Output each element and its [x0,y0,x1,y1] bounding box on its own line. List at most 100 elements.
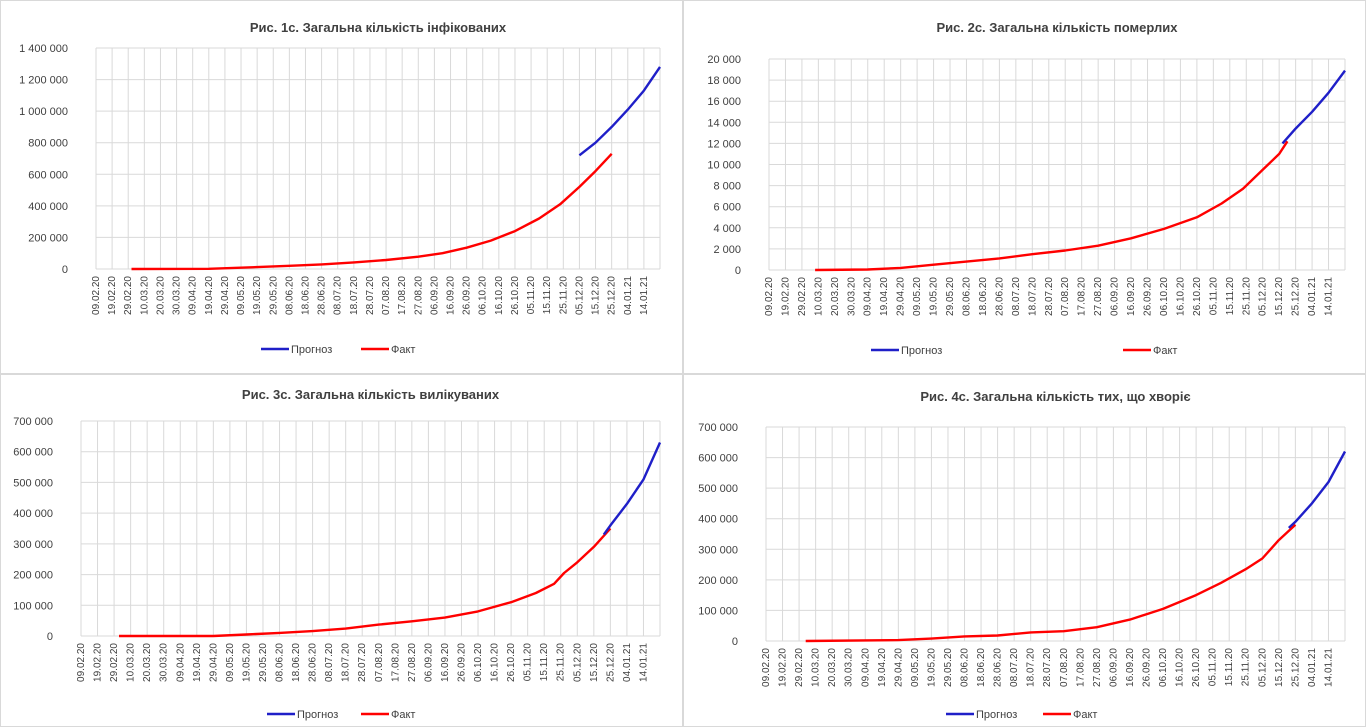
x-tick-label: 29.05.20 [943,648,954,687]
legend-fact-label: Факт [391,344,415,356]
chart-panel-2: Рис. 2с. Загальна кількість померлих 0 2 0… [683,0,1366,374]
x-tick-label: 25.11.20 [556,643,567,682]
y-tick-label: 500 000 [698,483,738,495]
x-tick-label: 19.04.20 [877,648,888,687]
x-tick-label: 25.12.20 [607,276,618,315]
y-tick-label: 10 000 [707,160,741,172]
x-tick-label: 08.07.20 [324,643,335,682]
x-tick-label: 18.07.20 [349,276,360,315]
legend-forecast-label: Прогноз [297,709,338,721]
x-tick-label: 04.01.21 [622,643,633,682]
x-tick-label: 09.04.20 [188,276,199,315]
x-tick-label: 07.08.20 [374,643,385,682]
chart-3: Рис. 3с. Загальна кількість вилікуваних 0… [13,387,662,721]
x-tick-label: 16.10.20 [1175,277,1186,316]
y-tick-label: 400 000 [13,508,53,520]
x-tick-label: 28.06.20 [993,648,1004,687]
chart-2: Рис. 2с. Загальна кількість померлих 0 2 0… [707,20,1346,357]
x-tick-label: 20.03.20 [827,648,838,687]
x-tick-label: 26.10.20 [1191,648,1202,687]
x-tick-label: 19.04.20 [204,276,215,315]
x-tick-label: 06.09.20 [1108,648,1119,687]
x-tick-label: 30.03.20 [172,276,183,315]
legend-forecast-label: Прогноз [291,344,332,356]
x-tick-label: 06.10.20 [1158,648,1169,687]
x-tick-label: 05.12.20 [1257,648,1268,687]
x-tick-label: 09.05.20 [910,648,921,687]
fact-line [131,152,613,271]
y-tick-label: 0 [47,631,53,643]
legend-fact-label: Факт [391,709,415,721]
y-tick-label: 14 000 [707,117,741,129]
y-tick-label: 200 000 [698,575,738,587]
x-tick-label: 27.08.20 [413,276,424,315]
x-tick-label: 18.06.20 [291,643,302,682]
x-tick-label: 15.11.20 [1225,277,1236,316]
x-tick-label: 26.09.20 [1143,277,1154,316]
x-tick-label: 20.03.20 [142,643,153,682]
x-tick-label: 05.11.20 [526,276,537,315]
y-tick-label: 300 000 [13,539,53,551]
legend-forecast-label: Прогноз [976,709,1017,721]
x-tick-label: 16.10.20 [494,276,505,315]
x-tick-label: 05.11.20 [1208,277,1219,316]
y-tick-label: 2 000 [713,244,741,256]
x-tick-label: 30.03.20 [844,648,855,687]
fact-line [815,140,1289,272]
x-tick-label: 29.04.20 [220,276,231,315]
x-tick-label: 27.08.20 [1092,648,1103,687]
x-tick-label: 09.05.20 [912,277,923,316]
x-tick-label: 10.03.20 [126,643,137,682]
forecast-line [1287,450,1347,529]
x-tick-label: 15.12.20 [591,276,602,315]
x-tick-label: 16.09.20 [440,643,451,682]
x-tick-label: 09.02.20 [91,276,102,315]
x-tick-label: 08.06.20 [275,643,286,682]
x-tick-label: 19.04.20 [879,277,890,316]
x-tick-label: 14.01.21 [1323,648,1334,687]
x-tick-label: 09.02.20 [76,643,87,682]
x-tick-label: 25.11.20 [558,276,569,315]
x-tick-label: 09.04.20 [860,648,871,687]
x-tick-label: 09.05.20 [225,643,236,682]
x-tick-label: 16.09.20 [1126,277,1137,316]
x-tick-label: 26.10.20 [506,643,517,682]
x-tick-label: 17.08.20 [1077,277,1088,316]
legend-fact-label: Факт [1153,345,1177,357]
y-tick-label: 100 000 [698,605,738,617]
x-tick-label: 25.11.20 [1241,277,1252,316]
y-tick-label: 20 000 [707,54,741,66]
x-tick-label: 26.09.20 [456,643,467,682]
x-tick-label: 19.02.20 [107,276,118,315]
x-tick-label: 15.11.20 [539,643,550,682]
x-tick-label: 07.08.20 [1059,648,1070,687]
x-tick-label: 25.11.20 [1241,648,1252,687]
x-tick-label: 14.01.21 [1324,277,1335,316]
x-tick-label: 28.07.20 [357,643,368,682]
x-tick-label: 15.12.20 [589,643,600,682]
y-tick-label: 800 000 [28,138,68,150]
x-tick-label: 28.06.20 [317,276,328,315]
x-tick-label: 06.09.20 [429,276,440,315]
x-tick-label: 15.11.20 [542,276,553,315]
x-tick-label: 10.03.20 [811,648,822,687]
x-tick-label: 05.11.20 [523,643,534,682]
x-tick-label: 09.04.20 [863,277,874,316]
chart-panel-3: Рис. 3с. Загальна кількість вилікуваних 0… [0,374,683,727]
legend-forecast-label: Прогноз [901,345,942,357]
y-tick-label: 200 000 [13,570,53,582]
chart-title: Рис. 1с. Загальна кількість інфікованих [250,20,507,35]
x-tick-label: 19.05.20 [926,648,937,687]
y-tick-label: 8 000 [713,181,741,193]
y-tick-label: 700 000 [13,416,53,428]
y-tick-label: 200 000 [28,232,68,244]
x-tick-label: 09.02.20 [764,277,775,316]
chart-title: Рис. 2с. Загальна кількість померлих [936,20,1178,35]
y-tick-label: 300 000 [698,544,738,556]
x-tick-label: 15.11.20 [1224,648,1235,687]
chart-panel-4: Рис. 4с. Загальна кількість тих, що хвор… [683,374,1366,727]
y-tick-label: 1 400 000 [19,43,68,55]
x-tick-label: 05.12.20 [574,276,585,315]
x-tick-label: 18.07.20 [1027,277,1038,316]
fact-line [805,523,1297,643]
